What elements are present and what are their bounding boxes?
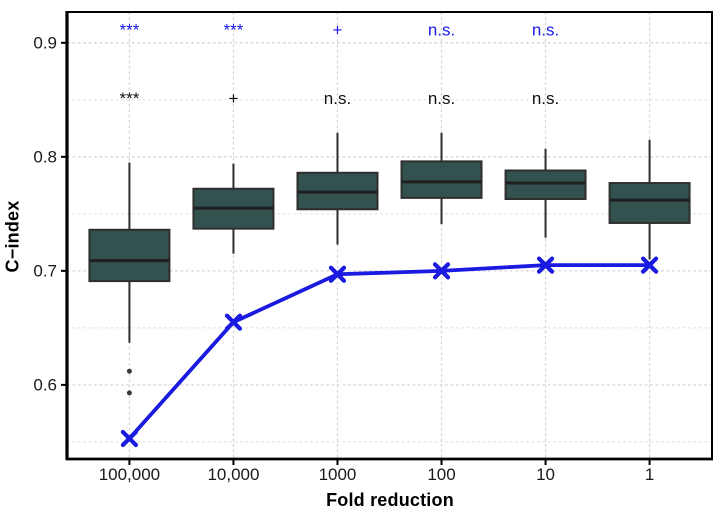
- significance-label: ***: [119, 21, 139, 40]
- significance-label: n.s.: [428, 21, 455, 40]
- outlier-point: [126, 390, 132, 396]
- x-marker: [432, 262, 451, 280]
- box-iqr: [608, 182, 691, 224]
- x-tick-label: 10: [536, 465, 555, 484]
- blue-significance-row: *** *** + n.s. n.s.: [119, 21, 559, 40]
- x-marker: [120, 429, 139, 448]
- significance-label: n.s.: [532, 89, 559, 108]
- x-marker: [536, 256, 555, 274]
- significance-label: +: [228, 89, 238, 108]
- significance-label: +: [333, 21, 343, 40]
- x-tick-label: 1000: [319, 465, 357, 484]
- y-tick-label: 0.6: [33, 375, 57, 394]
- y-tick-label: 0.7: [33, 261, 57, 280]
- x-marker: [640, 256, 659, 274]
- trend-line-series: [120, 256, 659, 448]
- boxplot-10: [504, 148, 587, 238]
- x-tick-label: 10,000: [207, 465, 259, 484]
- boxplot-100: [400, 132, 483, 225]
- y-axis-title: C−index: [2, 200, 23, 273]
- x-marker: [328, 265, 347, 283]
- boxplot-1000: [296, 132, 379, 245]
- significance-label: n.s.: [324, 89, 351, 108]
- x-tick-label: 100: [427, 465, 455, 484]
- boxplot-1: [608, 139, 691, 260]
- boxplot-10000: [192, 163, 275, 254]
- significance-label: ***: [119, 89, 139, 108]
- x-marker: [224, 313, 243, 331]
- significance-label: ***: [224, 21, 244, 40]
- significance-label: n.s.: [428, 89, 455, 108]
- box-iqr: [88, 228, 171, 283]
- significance-label: n.s.: [532, 21, 559, 40]
- outlier-point: [126, 368, 132, 374]
- x-tick-label: 100,000: [99, 465, 160, 484]
- black-significance-row: *** + n.s. n.s. n.s.: [119, 89, 559, 108]
- boxplot-100000: [88, 162, 171, 396]
- y-tick-label: 0.8: [33, 147, 57, 166]
- y-tick-label: 0.9: [33, 33, 57, 52]
- x-axis-title: Fold reduction: [326, 490, 454, 510]
- box-iqr: [504, 169, 587, 201]
- x-tick-label: 1: [645, 465, 654, 484]
- box-iqr: [400, 160, 483, 199]
- trend-line: [127, 263, 652, 441]
